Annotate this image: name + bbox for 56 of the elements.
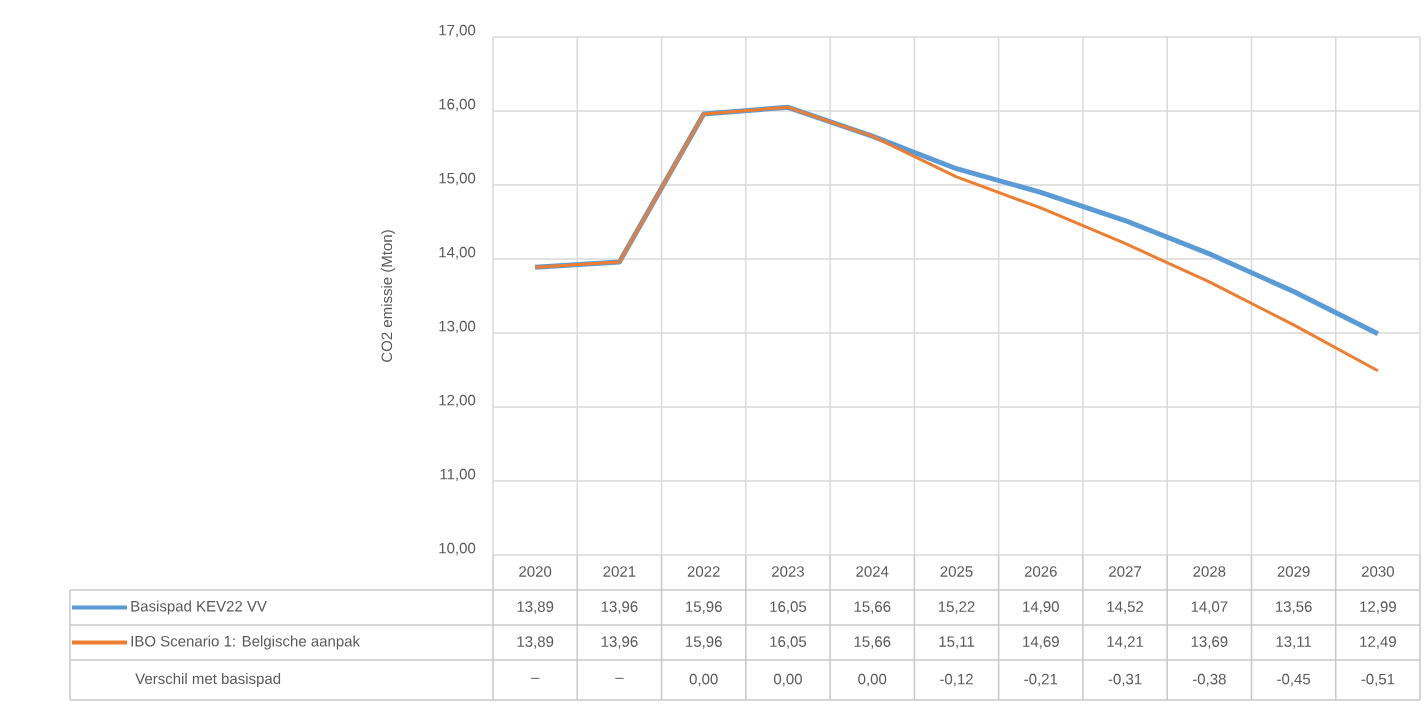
y-tick-label: 16,00 bbox=[439, 98, 476, 112]
y-tick-label: 13,00 bbox=[439, 320, 476, 334]
data-label: 12,49 bbox=[1360, 636, 1396, 649]
text: -0,45 bbox=[1277, 673, 1311, 687]
x-tick-label: 2029 bbox=[1277, 566, 1310, 577]
legend-label: Basispad KEV22 VV bbox=[131, 600, 267, 615]
data-label: 16,05 bbox=[770, 636, 807, 649]
text: 0,00 bbox=[689, 673, 718, 687]
text: – bbox=[530, 677, 540, 679]
data-label: 13,11 bbox=[1276, 636, 1312, 649]
text: -0,31 bbox=[1108, 673, 1142, 687]
text: Verschil met basispad bbox=[135, 673, 281, 687]
text: -0,51 bbox=[1361, 673, 1395, 687]
x-tick-label: 2026 bbox=[1024, 566, 1057, 577]
y-axis-title: CO2 emissie (Mton) bbox=[381, 230, 396, 362]
data-label: 15,66 bbox=[854, 601, 891, 614]
text: -0,38 bbox=[1192, 673, 1226, 687]
x-tick-label: 2024 bbox=[856, 566, 889, 577]
data-label: 13,89 bbox=[517, 601, 554, 614]
text: 0,00 bbox=[773, 673, 802, 687]
x-tick-label: 2030 bbox=[1361, 566, 1394, 577]
data-label: 14,90 bbox=[1023, 601, 1059, 614]
y-tick-label: 12,00 bbox=[439, 394, 476, 408]
data-label: 16,05 bbox=[770, 601, 807, 614]
data-label: 15,96 bbox=[686, 636, 722, 649]
text: -0,21 bbox=[1024, 673, 1058, 687]
x-tick-label: 2023 bbox=[772, 566, 804, 577]
data-label: 13,96 bbox=[601, 601, 638, 614]
data-label: 14,69 bbox=[1023, 636, 1059, 649]
data-label: 12,99 bbox=[1360, 601, 1396, 614]
y-tick-label: 11,00 bbox=[440, 468, 476, 482]
data-label: 14,21 bbox=[1107, 636, 1144, 649]
data-label: 13,69 bbox=[1191, 636, 1228, 649]
data-label: 13,96 bbox=[601, 636, 638, 649]
y-tick-label: 17,00 bbox=[439, 24, 476, 38]
legend-label: IBO Scenario 1: Belgische aanpak bbox=[131, 635, 361, 650]
data-label: 15,22 bbox=[938, 601, 975, 614]
y-tick-label: 10,00 bbox=[439, 542, 476, 556]
data-label: 13,89 bbox=[517, 636, 554, 649]
data-label: 15,96 bbox=[686, 601, 722, 614]
x-tick-label: 2028 bbox=[1193, 566, 1226, 577]
x-tick-label: 2022 bbox=[687, 566, 720, 577]
y-tick-label: 14,00 bbox=[439, 246, 476, 260]
x-tick-label: 2027 bbox=[1109, 566, 1141, 577]
text: 0,00 bbox=[858, 673, 887, 687]
data-label: 15,66 bbox=[854, 636, 891, 649]
data-label: 15,11 bbox=[939, 636, 974, 649]
data-label: 13,56 bbox=[1275, 601, 1312, 614]
data-label: 14,07 bbox=[1191, 601, 1228, 614]
text: – bbox=[615, 677, 624, 679]
text: -0,12 bbox=[940, 673, 973, 687]
x-tick-label: 2020 bbox=[519, 566, 552, 577]
x-tick-label: 2025 bbox=[940, 566, 973, 577]
x-tick-label: 2021 bbox=[603, 566, 636, 577]
y-tick-label: 15,00 bbox=[439, 172, 476, 186]
data-label: 14,52 bbox=[1107, 601, 1144, 614]
